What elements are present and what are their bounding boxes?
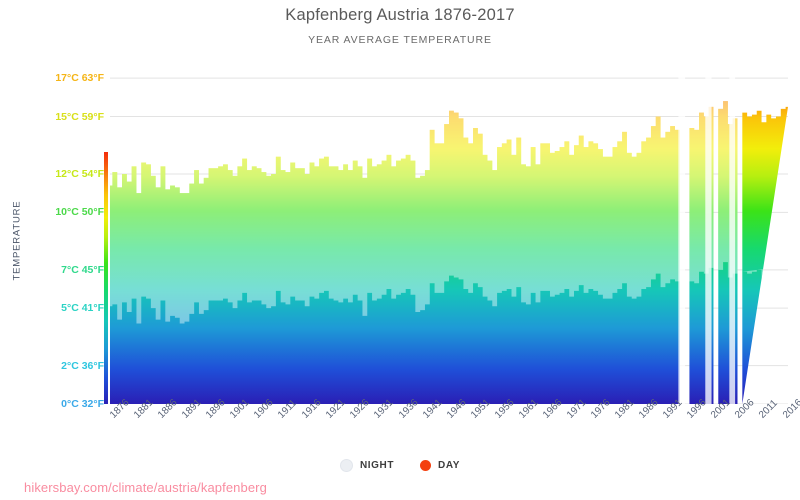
legend-label: NIGHT [359,460,395,471]
x-tick-label: 2011 [757,397,781,421]
x-tick-label: 1981 [612,397,637,421]
y-tick-label: 5°C 41°F [61,302,104,315]
x-tick-label: 1906 [252,397,276,421]
x-tick-label: 1936 [396,397,421,421]
chart-legend: NIGHT DAY [0,459,800,472]
missing-data-bands [678,59,736,404]
page-title: Kapfenberg Austria 1876-2017 [285,6,515,24]
x-tick-label: 1886 [156,397,180,421]
y-tick-label: 15°C 59°F [55,110,104,123]
x-tick-label: 1991 [660,397,685,421]
x-tick-label: 1951 [468,397,493,421]
x-tick-label: 2001 [709,397,733,421]
x-tick-label: 2006 [733,397,757,421]
x-tick-label: 1921 [324,397,348,421]
x-tick-label: 1881 [132,397,156,421]
x-tick-label: 1986 [636,397,661,421]
x-tick-label: 1896 [204,397,228,421]
temperature-area-chart [110,59,788,404]
x-tick-label: 1876 [108,397,132,421]
legend-item-night[interactable]: NIGHT [339,459,395,472]
x-tick-label: 2016 [781,397,800,421]
legend-item-day[interactable]: DAY [420,460,460,471]
x-tick-label: 1966 [540,397,565,421]
y-tick-label: 2°C 36°F [61,359,104,372]
legend-swatch-day-icon [420,460,432,471]
x-tick-label: 1976 [588,397,613,421]
x-tick-label: 1891 [180,397,204,421]
y-axis-labels: 17°C 63°F 15°C 59°F 12°C 54°F 10°C 50°F 7°C … [0,0,104,500]
plot-area [110,59,788,404]
y-tick-label: 10°C 50°F [55,206,104,219]
x-tick-label: 1926 [348,397,372,421]
x-tick-label: 1956 [492,397,517,421]
y-tick-label: 17°C 63°F [55,72,104,85]
x-tick-label: 1961 [516,397,541,421]
x-tick-label: 1911 [276,397,300,421]
y-tick-label: 7°C 45°F [61,263,104,276]
x-tick-label: 1971 [564,397,589,421]
source-url[interactable]: hikersbay.com/climate/austria/kapfenberg [24,480,267,495]
y-tick-label: 0°C 32°F [61,398,104,410]
chart-subtitle: YEAR AVERAGE TEMPERATURE [308,34,492,46]
x-tick-label: 1901 [228,397,252,421]
x-tick-label: 1996 [685,397,709,421]
legend-swatch-night-icon [339,459,353,472]
x-tick-label: 1941 [420,397,445,421]
legend-label: DAY [438,460,461,471]
x-tick-label: 1946 [444,397,469,421]
y-axis-gradient-strip [104,152,108,404]
x-tick-label: 1931 [372,397,396,421]
y-tick-label: 12°C 54°F [55,168,104,180]
x-tick-label: 1916 [300,397,324,421]
